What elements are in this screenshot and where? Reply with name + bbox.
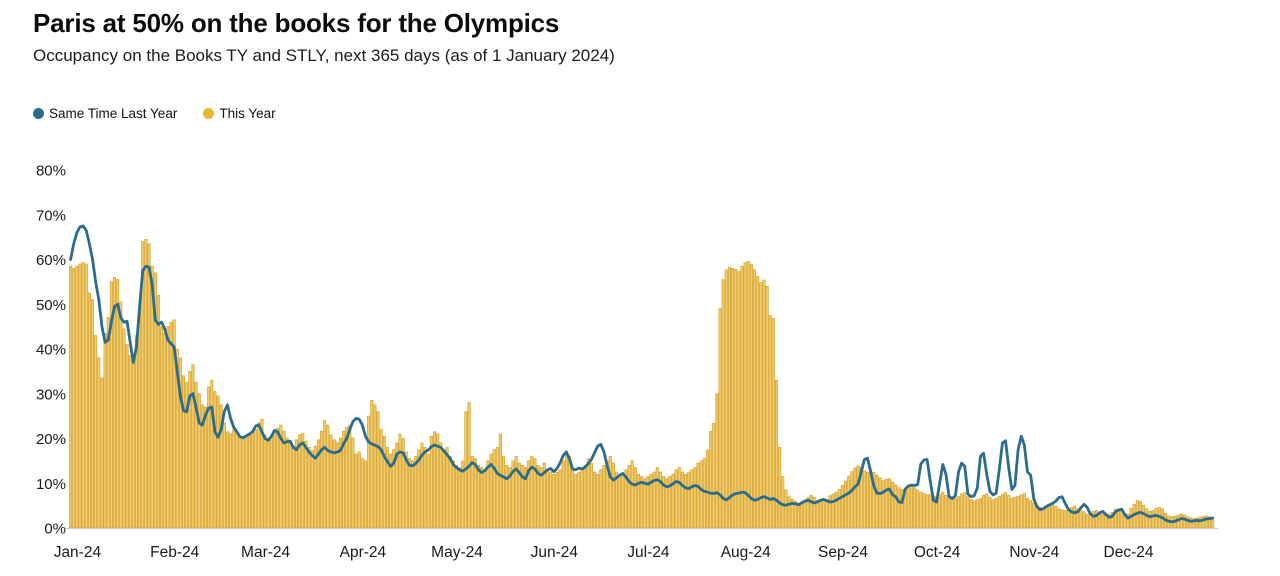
page-title: Paris at 50% on the books for the Olympi… <box>33 8 560 38</box>
svg-text:Feb-24: Feb-24 <box>150 544 199 561</box>
svg-text:Jun-24: Jun-24 <box>531 544 579 561</box>
svg-text:0%: 0% <box>44 521 66 538</box>
svg-text:Apr-24: Apr-24 <box>340 544 387 561</box>
svg-text:40%: 40% <box>36 342 66 359</box>
svg-text:60%: 60% <box>36 252 66 269</box>
chart-subtitle: Occupancy on the Books TY and STLY, next… <box>33 46 615 65</box>
legend-dot-yellow-icon <box>203 108 215 119</box>
legend-item-same-time-last-year: Same Time Last Year <box>33 106 177 121</box>
svg-text:Oct-24: Oct-24 <box>914 544 961 561</box>
svg-text:May-24: May-24 <box>431 544 483 561</box>
svg-text:80%: 80% <box>36 163 66 180</box>
svg-text:10%: 10% <box>36 476 66 493</box>
svg-text:20%: 20% <box>36 431 66 448</box>
svg-text:50%: 50% <box>36 297 66 314</box>
svg-text:Mar-24: Mar-24 <box>241 544 290 561</box>
svg-text:Jan-24: Jan-24 <box>54 544 102 561</box>
legend-label-this-year: This Year <box>219 106 276 121</box>
legend-dot-blue-icon <box>33 108 44 119</box>
svg-text:Aug-24: Aug-24 <box>721 544 771 561</box>
svg-text:Sep-24: Sep-24 <box>818 544 868 561</box>
legend-item-this-year: This Year <box>203 106 276 121</box>
svg-text:Nov-24: Nov-24 <box>1009 544 1059 561</box>
this-year-bars <box>69 239 1215 529</box>
chart-legend: Same Time Last Year This Year <box>33 106 302 121</box>
svg-text:30%: 30% <box>36 386 66 403</box>
svg-text:Dec-24: Dec-24 <box>1104 544 1154 561</box>
same-time-last-year-line <box>69 224 1215 524</box>
svg-text:Jul-24: Jul-24 <box>627 544 670 561</box>
svg-text:70%: 70% <box>36 207 66 224</box>
legend-label-same-time-last-year: Same Time Last Year <box>49 106 178 121</box>
axis-labels: 0% 10% 20% 30% 40% 50% 60% 70% 80% Jan-24 Feb-24 Ma… <box>36 163 1218 561</box>
